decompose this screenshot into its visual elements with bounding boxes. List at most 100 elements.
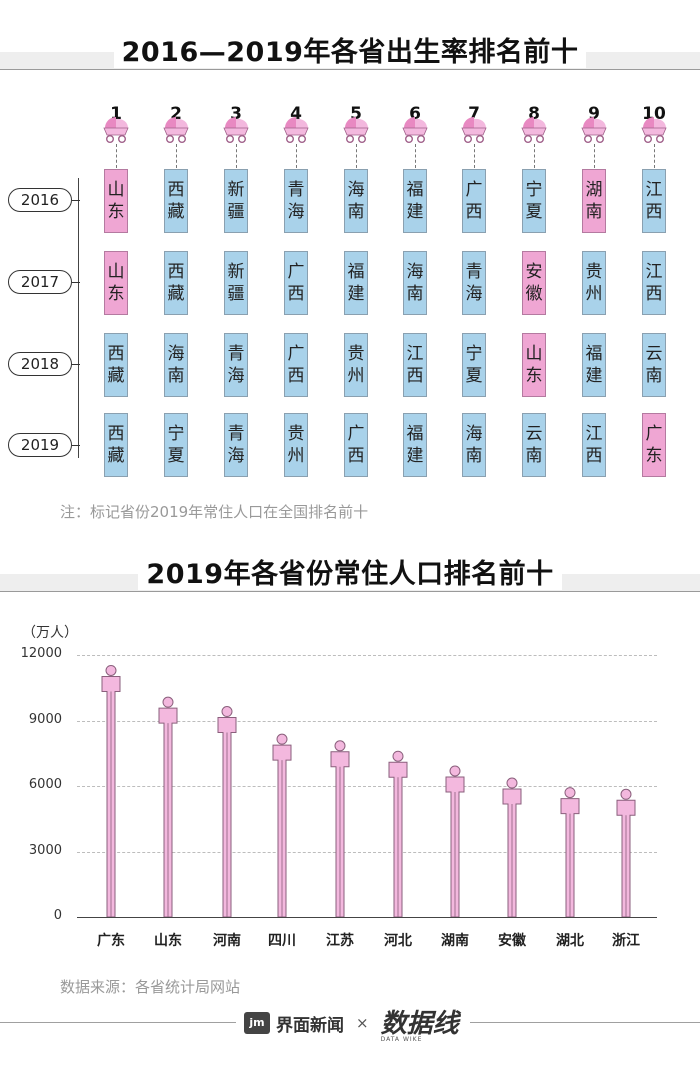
province-cell: 海南 xyxy=(164,333,188,397)
province-cell: 西藏 xyxy=(164,169,188,233)
province-cell: 青海 xyxy=(224,413,248,477)
province-cell: 江西 xyxy=(582,413,606,477)
province-cell: 贵州 xyxy=(284,413,308,477)
province-cell: 广西 xyxy=(284,333,308,397)
y-tick-label: 0 xyxy=(53,908,62,923)
y-axis-unit: （万人） xyxy=(22,625,78,641)
province-cell: 海南 xyxy=(462,413,486,477)
province-cell: 新疆 xyxy=(224,169,248,233)
title-underline xyxy=(0,69,700,70)
baby-carriage-icon xyxy=(521,117,547,144)
rank-number: 3 xyxy=(230,104,242,124)
x-axis-baseline xyxy=(77,917,657,918)
rank-number: 4 xyxy=(290,104,302,124)
connector-dash xyxy=(176,144,177,168)
province-cell: 广西 xyxy=(284,251,308,315)
x-category-label: 浙江 xyxy=(612,933,640,949)
province-cell: 西藏 xyxy=(104,333,128,397)
year-label: 2017 xyxy=(8,270,72,294)
datawike-logo: 数据线 DATA WIKE xyxy=(381,1003,459,1043)
connector-dash xyxy=(415,144,416,168)
bottom-title-band: 2019年各省份常住人口排名前十 xyxy=(0,552,700,592)
province-cell: 青海 xyxy=(224,333,248,397)
province-cell: 宁夏 xyxy=(522,169,546,233)
year-connector xyxy=(72,200,80,201)
connector-dash xyxy=(296,144,297,168)
source-note: 数据来源：各省统计局网站 xyxy=(60,978,241,996)
y-tick-label: 9000 xyxy=(28,711,62,727)
province-cell: 青海 xyxy=(462,251,486,315)
title-underline xyxy=(0,591,700,592)
x-category-label: 湖南 xyxy=(441,933,469,949)
year-label: 2018 xyxy=(8,352,72,376)
population-bar xyxy=(445,765,465,918)
x-category-label: 河南 xyxy=(213,933,241,949)
top-title-band: 2016—2019年各省出生率排名前十 xyxy=(0,30,700,70)
province-cell: 福建 xyxy=(582,333,606,397)
rank-number: 1 xyxy=(110,104,122,124)
year-label: 2019 xyxy=(8,433,72,457)
province-cell: 西藏 xyxy=(104,413,128,477)
province-cell: 江西 xyxy=(403,333,427,397)
population-bar xyxy=(616,788,636,918)
baby-carriage-icon xyxy=(223,117,249,144)
gridline xyxy=(77,786,657,787)
jiemian-logo-icon: jm xyxy=(244,1012,270,1034)
gridline xyxy=(77,851,657,853)
top-chart-title: 2016—2019年各省出生率排名前十 xyxy=(113,37,587,68)
year-connector xyxy=(72,445,80,446)
province-cell: 广西 xyxy=(462,169,486,233)
rank-number: 2 xyxy=(170,104,182,124)
province-cell: 海南 xyxy=(344,169,368,233)
rank-number: 5 xyxy=(350,104,362,124)
rank-number: 9 xyxy=(588,104,600,124)
population-bar xyxy=(272,733,292,918)
province-cell: 宁夏 xyxy=(462,333,486,397)
y-tick-label: 6000 xyxy=(28,777,62,792)
x-category-label: 安徽 xyxy=(498,933,526,949)
baby-carriage-icon xyxy=(461,117,487,144)
province-cell: 宁夏 xyxy=(164,413,188,477)
population-bar xyxy=(330,740,350,918)
population-bar xyxy=(158,696,178,918)
x-category-label: 四川 xyxy=(268,933,296,949)
province-cell: 福建 xyxy=(403,413,427,477)
footer-line-right xyxy=(470,1022,700,1023)
baby-carriage-icon xyxy=(163,117,189,144)
times-sign: × xyxy=(356,1014,369,1032)
connector-dash xyxy=(356,144,357,168)
gridline xyxy=(77,720,657,722)
province-cell: 贵州 xyxy=(582,251,606,315)
province-cell: 湖南 xyxy=(582,169,606,233)
baby-carriage-icon xyxy=(581,117,607,144)
province-cell: 海南 xyxy=(403,251,427,315)
population-bar xyxy=(217,706,237,918)
province-cell: 西藏 xyxy=(164,251,188,315)
province-cell: 福建 xyxy=(403,169,427,233)
year-connector xyxy=(72,364,80,365)
connector-dash xyxy=(474,144,475,168)
baby-carriage-icon xyxy=(103,117,129,144)
population-bar xyxy=(101,664,121,918)
y-tick-label: 3000 xyxy=(28,842,62,858)
province-cell: 广西 xyxy=(344,413,368,477)
baby-carriage-icon xyxy=(283,117,309,144)
province-cell: 福建 xyxy=(344,251,368,315)
connector-dash xyxy=(534,144,535,168)
datawike-sub: DATA WIKE xyxy=(380,1036,423,1043)
connector-dash xyxy=(236,144,237,168)
province-cell: 青海 xyxy=(284,169,308,233)
footer-line-left xyxy=(0,1022,240,1023)
province-cell: 贵州 xyxy=(344,333,368,397)
province-cell: 广东 xyxy=(642,413,666,477)
population-bar xyxy=(560,787,580,918)
province-cell: 安徽 xyxy=(522,251,546,315)
province-cell: 新疆 xyxy=(224,251,248,315)
gridline xyxy=(77,655,657,656)
connector-dash xyxy=(594,144,595,168)
connector-dash xyxy=(654,144,655,168)
province-cell: 云南 xyxy=(642,333,666,397)
rank-note: 注：标记省份2019年常住人口在全国排名前十 xyxy=(60,503,369,521)
province-cell: 山东 xyxy=(522,333,546,397)
